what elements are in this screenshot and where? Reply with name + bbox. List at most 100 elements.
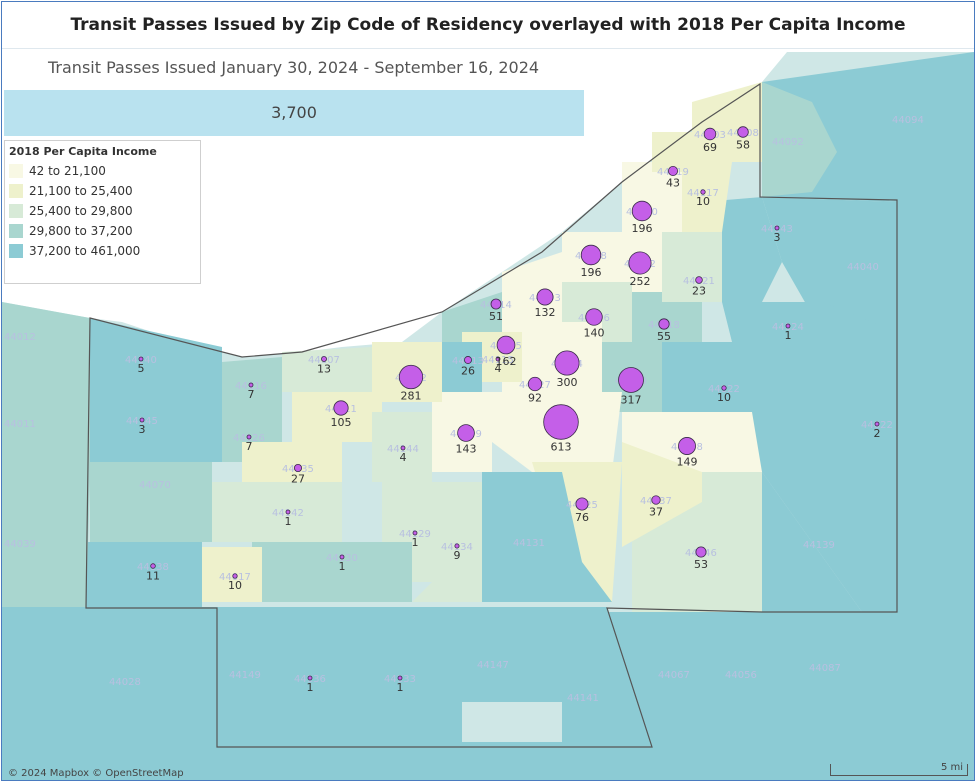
zip-44118-marker[interactable]: 4411855	[648, 318, 680, 343]
zip-44117-marker[interactable]: 4411710	[687, 188, 719, 208]
zip-44115-marker[interactable]: 441154	[482, 355, 514, 375]
passes-bubble[interactable]	[293, 463, 303, 473]
zip-44104-marker[interactable]: 44104300	[551, 350, 583, 389]
passes-bubble[interactable]	[248, 382, 254, 388]
passes-bubble[interactable]	[333, 400, 349, 416]
total-passes-value: 3,700	[271, 103, 317, 122]
zip-44126-marker[interactable]: 441267	[233, 433, 265, 453]
passes-bubble[interactable]	[774, 225, 780, 231]
passes-bubble[interactable]	[703, 127, 717, 141]
zip-44115-marker[interactable]: 44115162	[490, 335, 522, 368]
passes-bubble[interactable]	[700, 189, 706, 195]
passes-bubble[interactable]	[737, 126, 749, 138]
zip-44144-marker[interactable]: 441444	[387, 444, 419, 464]
passes-bubble[interactable]	[397, 675, 403, 681]
zip-44109-marker[interactable]: 44109143	[450, 424, 482, 456]
zip-44137-marker[interactable]: 4413737	[640, 495, 672, 519]
zip-44017-marker[interactable]: 4401710	[219, 572, 251, 592]
zip-44136-marker[interactable]: 441361	[294, 674, 326, 694]
zip-44108-marker[interactable]: 44108196	[575, 244, 607, 279]
passes-bubble[interactable]	[527, 376, 543, 392]
passes-bubble[interactable]	[618, 367, 644, 393]
zip-44130-marker[interactable]: 441301	[326, 553, 358, 573]
passes-bubble[interactable]	[139, 417, 145, 423]
zip-44129-marker[interactable]: 441291	[399, 529, 431, 549]
passes-bubble[interactable]	[536, 288, 554, 306]
zip-44124-marker[interactable]: 441241	[772, 322, 804, 342]
zip-44103-marker[interactable]: 44103132	[529, 288, 561, 319]
zip-44120-marker[interactable]: 44120317	[615, 367, 647, 407]
passes-bubble[interactable]	[457, 424, 475, 442]
zip-44121-marker[interactable]: 4412123	[683, 276, 715, 297]
passes-bubble[interactable]	[400, 445, 406, 451]
passes-bubble[interactable]	[246, 434, 252, 440]
zip-area-44136	[282, 607, 347, 742]
passes-bubble[interactable]	[695, 546, 707, 558]
zip-44112-marker[interactable]: 44112252	[624, 251, 656, 288]
zip-44108-marker[interactable]: 4410858	[727, 126, 759, 152]
zip-44127-marker[interactable]: 4412792	[519, 376, 551, 405]
passes-bubble[interactable]	[307, 675, 313, 681]
passes-bubble[interactable]	[138, 356, 144, 362]
zip-44128-marker[interactable]: 44128149	[671, 437, 703, 469]
passes-bubble[interactable]	[668, 166, 678, 176]
passes-bubble[interactable]	[658, 318, 670, 330]
zip-44134-marker[interactable]: 441349	[441, 542, 473, 562]
passes-value-label: 4	[400, 451, 407, 464]
zip-area-44107	[282, 347, 372, 392]
passes-bubble[interactable]	[339, 554, 345, 560]
zip-44125-marker[interactable]: 4412576	[566, 497, 598, 524]
choropleth-map[interactable]: 44092 44094 44040 44012 44011 44070 4403…	[2, 49, 974, 781]
zip-44122-marker[interactable]: 4412210	[708, 384, 740, 404]
passes-bubble[interactable]	[695, 276, 703, 284]
zip-44102-marker[interactable]: 44102281	[395, 364, 427, 403]
zip-44135-marker[interactable]: 4413527	[282, 463, 314, 486]
zip-44145-marker[interactable]: 441453	[126, 416, 158, 436]
passes-bubble[interactable]	[785, 323, 791, 329]
zip-44138-marker[interactable]: 4413811	[137, 562, 169, 582]
passes-bubble[interactable]	[495, 356, 501, 362]
passes-bubble[interactable]	[631, 200, 653, 222]
zip-44113-marker[interactable]: 4411326	[452, 356, 484, 378]
passes-bubble[interactable]	[454, 543, 460, 549]
passes-bubble[interactable]	[398, 364, 424, 390]
zip-44105-marker[interactable]: 44105613	[543, 404, 579, 454]
zip-area-44017	[202, 547, 262, 602]
zip-44107-marker[interactable]: 4410713	[308, 355, 340, 376]
zip-44103-marker[interactable]: 4410369	[694, 127, 726, 154]
zip-44022-marker[interactable]: 440222	[861, 420, 893, 440]
passes-bubble[interactable]	[150, 563, 156, 569]
passes-bubble[interactable]	[651, 495, 661, 505]
passes-bubble[interactable]	[575, 497, 589, 511]
passes-bubble[interactable]	[554, 350, 580, 376]
passes-bubble[interactable]	[285, 509, 291, 515]
zip-44106-marker[interactable]: 44106140	[578, 308, 610, 340]
zip-area-44123	[692, 82, 762, 162]
zip-44140-marker[interactable]: 441405	[125, 355, 157, 375]
zip-44114-marker[interactable]: 4411451	[480, 298, 512, 323]
passes-bubble[interactable]	[678, 437, 696, 455]
passes-bubble[interactable]	[490, 298, 502, 310]
passes-bubble[interactable]	[232, 573, 238, 579]
passes-bubble[interactable]	[580, 244, 602, 266]
passes-bubble[interactable]	[543, 404, 579, 440]
zip-44110-marker[interactable]: 44110196	[626, 200, 658, 235]
passes-bubble[interactable]	[721, 385, 727, 391]
bubble-layer[interactable]: 44103694410858 44119434411710 44110196 4414…	[125, 126, 893, 694]
zip-44116-marker[interactable]: 441167	[235, 381, 267, 401]
zip-44133-marker[interactable]: 441331	[384, 674, 416, 694]
passes-bubble[interactable]	[321, 356, 327, 362]
passes-bubble[interactable]	[412, 530, 418, 536]
zip-44142-marker[interactable]: 441421	[272, 508, 304, 528]
passes-bubble[interactable]	[628, 251, 652, 275]
passes-bubble[interactable]	[496, 335, 516, 355]
passes-bubble[interactable]	[874, 421, 880, 427]
zip-44111-marker[interactable]: 44111105	[325, 400, 357, 429]
zip-area-44114	[442, 292, 502, 342]
map-attribution[interactable]: © 2024 Mapbox © OpenStreetMap	[8, 768, 184, 779]
passes-bubble[interactable]	[464, 356, 472, 364]
zip-44146-marker[interactable]: 4414653	[685, 546, 717, 571]
zip-44143-marker[interactable]: 441433	[761, 224, 793, 244]
passes-bubble[interactable]	[585, 308, 603, 326]
zip-44119-marker[interactable]: 4411943	[657, 166, 689, 190]
